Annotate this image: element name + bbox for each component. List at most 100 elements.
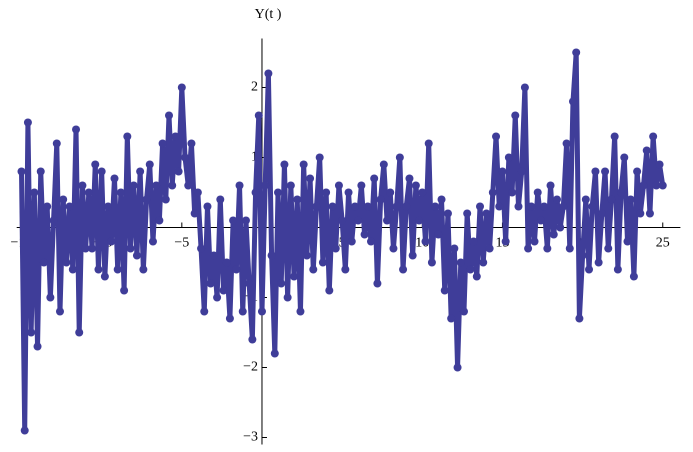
data-point (171, 132, 180, 141)
data-point (597, 209, 606, 218)
data-point (280, 160, 289, 169)
data-point (588, 202, 597, 211)
data-point (405, 174, 414, 183)
data-point (136, 167, 145, 176)
data-point (472, 272, 481, 281)
data-point (376, 195, 385, 204)
data-point (568, 97, 577, 106)
y-tick-label: 2 (251, 80, 258, 95)
data-point (312, 202, 321, 211)
data-point (341, 265, 350, 274)
data-point (655, 160, 664, 169)
data-point (257, 307, 266, 316)
data-point (389, 244, 398, 253)
data-point (286, 181, 295, 190)
data-point (164, 111, 173, 120)
data-point (415, 216, 424, 225)
data-point (184, 181, 193, 190)
data-point (581, 195, 590, 204)
data-point (552, 195, 561, 204)
data-point (495, 202, 504, 211)
data-point (152, 181, 161, 190)
data-point (434, 230, 443, 239)
data-point (222, 258, 231, 267)
data-point (177, 83, 186, 92)
data-point (203, 202, 212, 211)
data-point (123, 132, 132, 141)
data-point (72, 125, 81, 134)
data-point (350, 202, 359, 211)
data-point (270, 349, 279, 358)
data-point (633, 167, 642, 176)
data-point (392, 202, 401, 211)
data-point (36, 167, 45, 176)
data-point (623, 237, 632, 246)
data-point (520, 83, 529, 92)
data-point (168, 181, 177, 190)
data-point (254, 111, 263, 120)
data-point (354, 216, 363, 225)
data-point (68, 265, 77, 274)
data-point (81, 244, 90, 253)
data-point (517, 167, 526, 176)
data-point (645, 209, 654, 218)
data-point (328, 202, 337, 211)
data-point (617, 188, 626, 197)
data-point (386, 188, 395, 197)
data-point (213, 293, 222, 302)
data-point (302, 251, 311, 260)
data-point (52, 139, 61, 148)
data-point (158, 139, 167, 148)
data-point (549, 230, 558, 239)
data-point (187, 139, 196, 148)
data-point (78, 181, 87, 190)
data-point (546, 181, 555, 190)
data-point (427, 258, 436, 267)
data-point (639, 181, 648, 190)
data-point (299, 160, 308, 169)
data-point (65, 202, 74, 211)
data-point (306, 174, 315, 183)
data-point (450, 244, 459, 253)
data-point (504, 153, 513, 162)
data-point (43, 202, 52, 211)
data-point (132, 251, 141, 260)
data-point (331, 244, 340, 253)
data-point (338, 216, 347, 225)
data-point (395, 153, 404, 162)
data-point (652, 181, 661, 190)
data-point (511, 111, 520, 120)
data-point (197, 244, 206, 253)
data-point (469, 237, 478, 246)
data-point (431, 202, 440, 211)
data-point (421, 237, 430, 246)
data-point (148, 237, 157, 246)
data-point (27, 328, 36, 337)
data-point (277, 279, 286, 288)
data-point (360, 230, 369, 239)
data-point (206, 279, 215, 288)
data-point (447, 314, 456, 323)
data-point (610, 132, 619, 141)
data-point (658, 181, 667, 190)
data-point (629, 272, 638, 281)
data-point (225, 314, 234, 323)
data-point (49, 216, 58, 225)
data-point (508, 188, 517, 197)
data-point (585, 265, 594, 274)
data-point (30, 188, 39, 197)
data-point (139, 265, 148, 274)
y-tick-label: −3 (243, 430, 258, 445)
data-point (209, 251, 218, 260)
data-point (411, 181, 420, 190)
data-point (363, 202, 372, 211)
data-point (649, 132, 658, 141)
data-point (46, 293, 55, 302)
data-point (418, 188, 427, 197)
data-point (524, 244, 533, 253)
data-point (408, 251, 417, 260)
data-point (476, 202, 485, 211)
data-point (104, 202, 113, 211)
data-point (174, 167, 183, 176)
